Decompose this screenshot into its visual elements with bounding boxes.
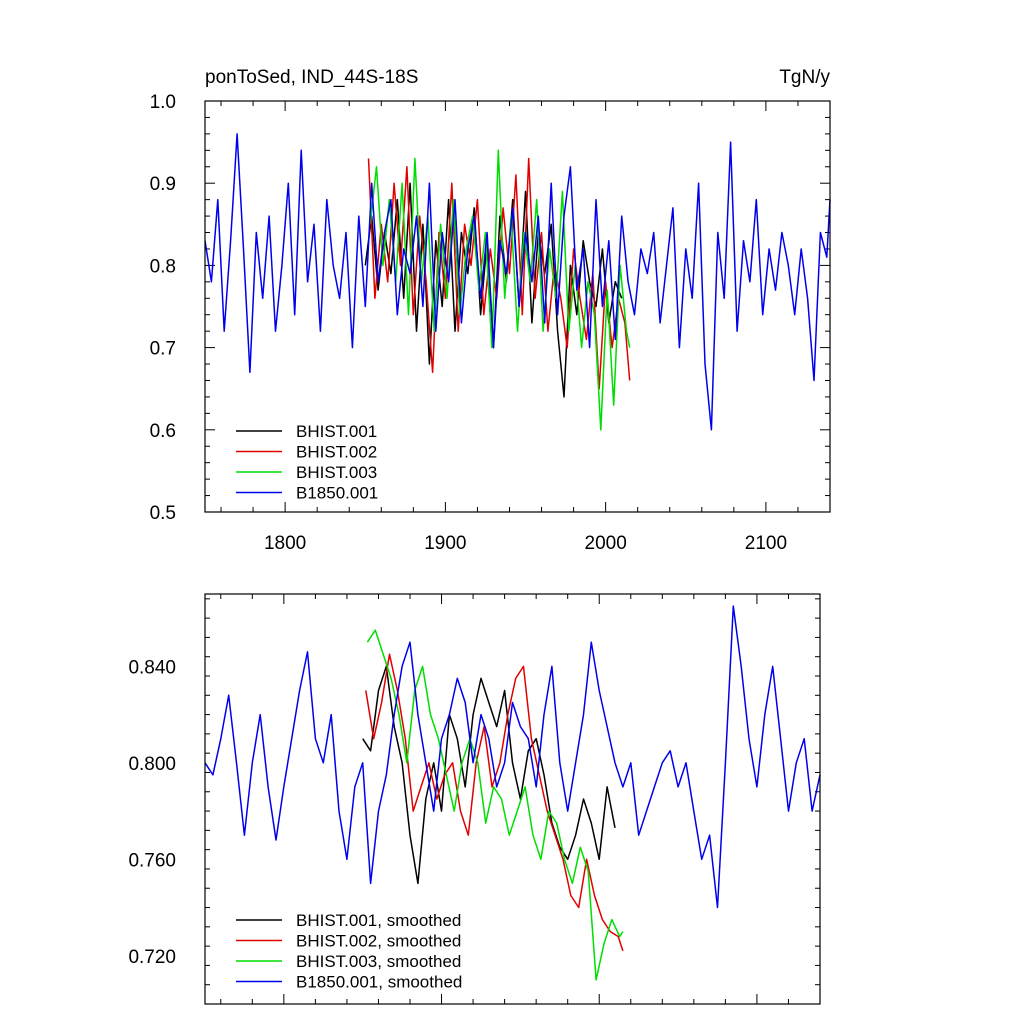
y-tick-label: 0.9 bbox=[150, 174, 176, 195]
y-tick-label: 0.760 bbox=[128, 850, 176, 871]
x-tick-label: 1800 bbox=[264, 533, 306, 554]
legend-label: BHIST.001 bbox=[296, 422, 377, 441]
series-line bbox=[362, 665, 616, 885]
y-tick-label: 0.800 bbox=[128, 754, 176, 775]
chart-title: ponToSed, IND_44S-18S bbox=[205, 67, 418, 88]
legend-label: BHIST.002 bbox=[296, 443, 377, 462]
bottom-plot-frame bbox=[204, 593, 821, 1005]
x-tick-label: 2000 bbox=[585, 533, 627, 554]
legend-label: BHIST.001, smoothed bbox=[296, 911, 461, 930]
bottom-series-group bbox=[204, 605, 821, 981]
bottom-axes: 0.720 0.760 0.800 0.840 bbox=[128, 594, 821, 1005]
top-panel: ponToSed, IND_44S-18S TgN/y 1800 1900 2000… bbox=[150, 67, 831, 554]
series-line bbox=[204, 133, 831, 431]
bottom-legend: BHIST.001, smoothed BHIST.002, smoothedBH… bbox=[236, 911, 462, 992]
y-tick-label: 0.840 bbox=[128, 657, 176, 678]
legend-label: BHIST.003, smoothed bbox=[296, 952, 461, 971]
series-line bbox=[366, 629, 624, 981]
series-line bbox=[367, 157, 631, 390]
bottom-panel: 0.720 0.760 0.800 0.840 BHIST.001, smoothed… bbox=[128, 593, 821, 1005]
top-series-group bbox=[204, 133, 831, 431]
legend-label: BHIST.003 bbox=[296, 463, 377, 482]
legend-label: BHIST.002, smoothed bbox=[296, 932, 461, 951]
y-tick-label: 0.8 bbox=[150, 256, 176, 277]
x-tick-label: 1900 bbox=[424, 533, 466, 554]
y-tick-label: 0.5 bbox=[150, 503, 176, 524]
series-line bbox=[365, 653, 624, 952]
y-tick-label: 0.6 bbox=[150, 421, 176, 442]
y-tick-label: 1.0 bbox=[150, 92, 176, 113]
legend-label: B1850.001 bbox=[296, 484, 378, 503]
top-plot-frame bbox=[204, 100, 831, 513]
series-line bbox=[369, 149, 631, 431]
legend-label: B1850.001, smoothed bbox=[296, 973, 462, 992]
units-label: TgN/y bbox=[779, 67, 830, 88]
x-tick-label: 2100 bbox=[745, 533, 787, 554]
y-tick-label: 0.7 bbox=[150, 339, 176, 360]
y-tick-label: 0.720 bbox=[128, 947, 176, 968]
series-line bbox=[204, 605, 821, 909]
top-axes: 1800 1900 2000 2100 0.5 0.6 0.7 0.8 0.9 1.0 bbox=[150, 92, 831, 554]
